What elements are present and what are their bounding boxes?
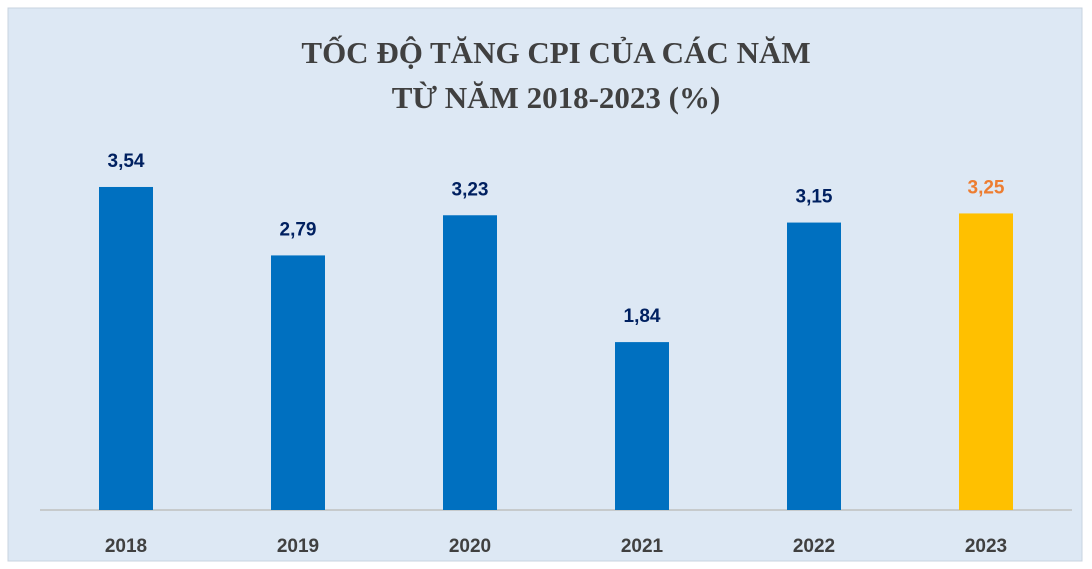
bar: [787, 222, 841, 510]
bar: [959, 213, 1013, 510]
x-tick-label: 2020: [449, 536, 491, 557]
x-tick-label: 2022: [793, 536, 835, 557]
data-label: 3,15: [796, 187, 833, 208]
data-label: 3,23: [452, 179, 489, 200]
x-tick-label: 2021: [621, 536, 664, 557]
bar: [271, 255, 325, 510]
data-label: 1,84: [624, 306, 661, 327]
bar: [443, 215, 497, 510]
bar: [99, 186, 153, 510]
chart-title: TỪ NĂM 2018-2023 (%): [392, 80, 721, 115]
data-label: 3,25: [968, 177, 1005, 198]
chart-background: [7, 7, 1083, 562]
x-tick-label: 2023: [965, 536, 1007, 557]
bar: [615, 342, 669, 510]
chart-title: TỐC ĐỘ TĂNG CPI CỦA CÁC NĂM: [301, 34, 810, 70]
x-tick-label: 2019: [277, 536, 319, 557]
data-label: 2,79: [280, 219, 317, 240]
data-label: 3,54: [108, 151, 145, 172]
x-tick-label: 2018: [105, 536, 147, 557]
